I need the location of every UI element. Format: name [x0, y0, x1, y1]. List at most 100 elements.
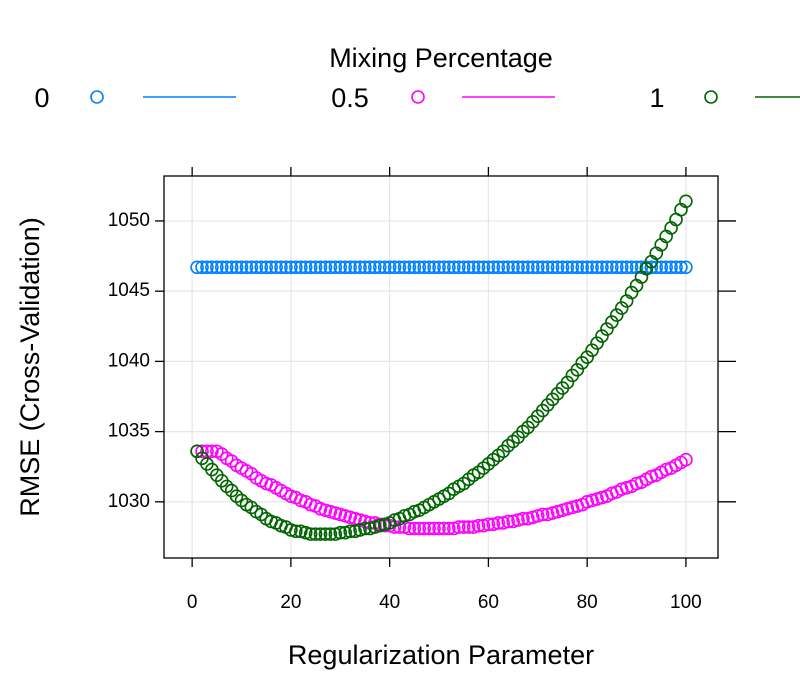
point [422, 260, 436, 275]
point [624, 260, 639, 275]
point [535, 260, 550, 275]
point [600, 260, 614, 275]
point [590, 260, 604, 275]
point [412, 260, 427, 275]
point [318, 260, 333, 275]
point [358, 260, 372, 275]
point [348, 260, 362, 275]
point [387, 260, 402, 275]
x-tick-label: 80 [577, 592, 598, 613]
point [516, 260, 530, 275]
point [461, 260, 476, 275]
y-tick-label: 1040 [108, 350, 150, 371]
legend-label: 0 [34, 83, 49, 113]
point [219, 260, 234, 275]
point [535, 507, 550, 522]
point [461, 520, 476, 534]
y-tick-label: 1035 [108, 421, 150, 442]
point [264, 260, 278, 275]
point [249, 260, 264, 275]
point [205, 444, 219, 459]
point [224, 260, 239, 275]
series [190, 260, 693, 275]
point [442, 260, 456, 275]
point [614, 260, 629, 275]
point [407, 521, 422, 536]
point [565, 260, 580, 275]
legend-label: 1 [649, 83, 664, 113]
point [609, 260, 624, 275]
point [614, 301, 629, 315]
point [205, 260, 219, 275]
point [239, 260, 254, 275]
y-tick-label: 1050 [108, 210, 150, 231]
point [624, 285, 639, 300]
point [427, 260, 441, 275]
point [447, 260, 461, 275]
point [363, 260, 377, 275]
point [669, 260, 683, 275]
point [516, 511, 530, 526]
point [333, 260, 348, 275]
point [580, 350, 594, 364]
point [595, 260, 609, 275]
x-axis-title: Regularization Parameter [288, 640, 594, 670]
point [190, 260, 204, 275]
point [511, 260, 525, 275]
point [451, 260, 466, 275]
point [619, 260, 634, 275]
point [358, 521, 372, 536]
point [353, 260, 367, 275]
point [451, 520, 466, 534]
point [343, 260, 357, 275]
point [540, 260, 555, 275]
point [377, 260, 392, 275]
point [501, 260, 515, 275]
point [214, 260, 229, 275]
point [605, 315, 619, 329]
point [259, 260, 274, 275]
point [585, 260, 599, 275]
point [244, 260, 259, 275]
point [664, 260, 678, 275]
point [570, 363, 585, 377]
point [560, 375, 575, 390]
point [293, 260, 308, 275]
point [476, 260, 491, 275]
point [234, 260, 249, 275]
point [545, 260, 560, 275]
point [323, 527, 338, 541]
point [570, 260, 585, 275]
point [609, 308, 624, 322]
point [595, 329, 609, 343]
point [229, 260, 244, 275]
point [496, 260, 511, 275]
point [422, 521, 436, 536]
point [530, 260, 545, 275]
y-axis-title: RMSE (Cross-Validation) [15, 217, 45, 517]
point [210, 260, 224, 275]
point [195, 260, 209, 275]
point [605, 260, 619, 275]
y-tick-label: 1030 [108, 491, 150, 512]
legend-label: 0.5 [331, 83, 369, 113]
point [521, 260, 535, 275]
point [654, 260, 669, 275]
point [308, 260, 323, 275]
point [471, 518, 486, 533]
point [318, 527, 333, 541]
point [333, 525, 348, 540]
point [343, 524, 357, 539]
point [402, 521, 417, 536]
point [600, 322, 614, 336]
point [289, 260, 303, 275]
point [328, 260, 343, 275]
y-tick-label: 1045 [108, 280, 150, 301]
point [491, 260, 506, 275]
point [481, 517, 496, 532]
point [679, 194, 693, 209]
point [432, 260, 446, 275]
point [575, 260, 590, 275]
point [338, 260, 353, 275]
